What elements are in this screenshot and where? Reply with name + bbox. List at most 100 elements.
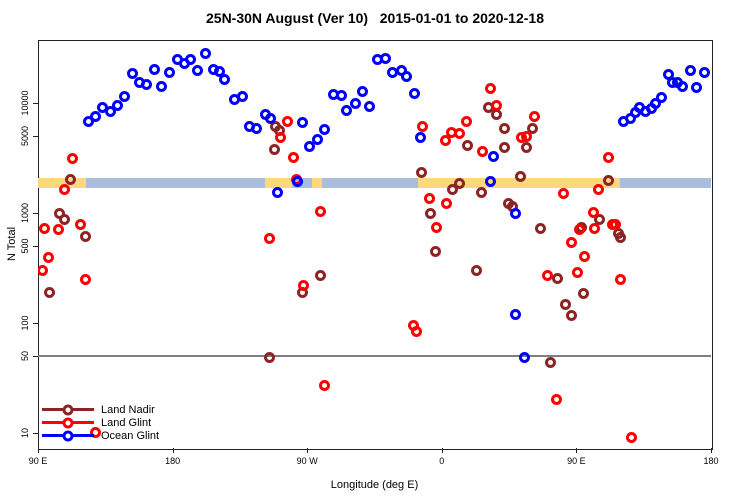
data-point-ocean-glint xyxy=(104,106,116,118)
data-point-land-nadir xyxy=(415,167,427,178)
data-point-land-glint xyxy=(79,273,91,285)
data-point-land-glint xyxy=(416,121,428,132)
data-point-land-nadir xyxy=(560,298,572,310)
data-point-ocean-glint xyxy=(126,67,138,79)
data-point-ocean-glint xyxy=(184,53,196,65)
y-tick xyxy=(33,356,38,358)
data-point-land-glint xyxy=(484,83,496,95)
y-tick xyxy=(33,213,38,214)
data-point-land-glint xyxy=(574,224,586,236)
data-point-land-nadir xyxy=(461,140,473,152)
data-point-land-glint xyxy=(423,193,435,205)
x-tick-label: 90 E xyxy=(567,456,586,466)
data-point-land-nadir xyxy=(315,270,327,282)
y-tick-label: 100 xyxy=(20,315,30,331)
data-point-land-glint xyxy=(66,152,78,164)
data-point-ocean-glint xyxy=(509,207,521,219)
data-point-land-nadir xyxy=(475,186,487,198)
data-point-ocean-glint xyxy=(251,122,263,134)
data-point-land-glint xyxy=(566,237,578,249)
data-point-ocean-glint xyxy=(304,141,316,152)
data-point-ocean-glint xyxy=(89,110,101,122)
data-point-ocean-glint xyxy=(219,73,231,85)
data-point-land-nadir xyxy=(64,173,76,185)
data-point-land-glint xyxy=(410,325,422,337)
data-point-land-nadir xyxy=(424,207,436,219)
data-point-land-glint xyxy=(39,223,51,235)
data-point-land-glint xyxy=(626,432,638,444)
data-point-ocean-glint xyxy=(356,85,368,97)
data-point-land-nadir xyxy=(264,352,276,364)
data-point-land-nadir xyxy=(566,309,578,321)
data-point-ocean-glint xyxy=(487,150,499,162)
data-point-land-nadir xyxy=(615,231,627,243)
data-point-land-nadir xyxy=(594,214,606,226)
data-point-ocean-glint xyxy=(509,309,521,321)
legend-entry-land-nadir: Land Nadir xyxy=(42,403,159,416)
y-tick-label: 50 xyxy=(20,351,30,362)
y-tick xyxy=(33,103,38,104)
threshold-band-segment xyxy=(417,177,620,188)
data-point-ocean-glint xyxy=(656,92,668,103)
threshold-band-segment xyxy=(38,177,86,188)
legend-label: Ocean Glint xyxy=(101,429,160,442)
data-point-land-glint xyxy=(460,115,472,127)
data-point-land-glint xyxy=(275,131,287,143)
data-point-land-nadir xyxy=(534,222,546,234)
data-point-land-glint xyxy=(476,146,488,158)
data-point-land-nadir xyxy=(578,288,590,300)
data-point-ocean-glint xyxy=(350,98,362,109)
data-point-land-glint xyxy=(551,393,563,405)
data-point-land-glint xyxy=(282,115,294,127)
data-point-land-glint xyxy=(603,152,615,164)
x-tick-label: 180 xyxy=(165,456,181,466)
data-point-land-nadir xyxy=(520,141,532,153)
threshold-band-segment xyxy=(311,177,323,188)
data-point-land-glint xyxy=(439,134,451,146)
data-point-land-glint xyxy=(319,379,331,391)
data-point-ocean-glint xyxy=(319,123,331,135)
y-tick xyxy=(33,246,38,248)
data-point-land-nadir xyxy=(58,214,70,226)
data-point-land-nadir xyxy=(603,175,615,187)
x-tick xyxy=(307,448,309,453)
data-point-land-glint xyxy=(42,251,54,263)
data-point-land-glint xyxy=(615,273,627,285)
x-tick xyxy=(576,448,578,453)
data-point-land-glint xyxy=(607,218,619,230)
legend-label: Land Glint xyxy=(101,416,152,429)
y-tick-label: 5000 xyxy=(20,126,30,147)
data-point-ocean-glint xyxy=(199,47,211,59)
data-point-land-glint xyxy=(593,183,605,195)
y-tick xyxy=(33,433,38,434)
y-tick-label: 10000 xyxy=(20,90,30,116)
data-point-land-nadir xyxy=(498,122,510,134)
x-tick-label: 180 xyxy=(703,456,719,466)
data-point-land-glint xyxy=(528,110,540,122)
legend-line xyxy=(42,404,94,415)
data-point-land-nadir xyxy=(527,122,539,134)
data-point-ocean-glint xyxy=(408,87,420,99)
data-point-ocean-glint xyxy=(677,80,689,92)
data-point-land-nadir xyxy=(446,183,458,195)
threshold-band-segment xyxy=(265,177,293,188)
data-point-land-nadir xyxy=(514,171,526,183)
data-point-land-glint xyxy=(440,197,452,209)
data-point-land-glint xyxy=(490,100,502,111)
data-point-ocean-glint xyxy=(699,67,711,79)
data-point-ocean-glint xyxy=(650,98,662,109)
data-point-ocean-glint xyxy=(191,65,203,77)
data-point-land-glint xyxy=(453,128,465,140)
data-point-ocean-glint xyxy=(237,91,249,103)
data-point-land-nadir xyxy=(453,177,465,189)
data-point-land-glint xyxy=(74,218,86,230)
y-tick xyxy=(33,323,38,324)
data-point-ocean-glint xyxy=(380,53,392,65)
circle-marker-icon xyxy=(62,417,74,428)
data-point-ocean-glint xyxy=(518,352,530,364)
data-point-land-nadir xyxy=(429,246,441,257)
x-tick-label: 90 W xyxy=(296,456,318,466)
x-tick xyxy=(172,448,174,453)
x-tick xyxy=(38,448,39,453)
data-point-land-glint xyxy=(572,266,584,278)
